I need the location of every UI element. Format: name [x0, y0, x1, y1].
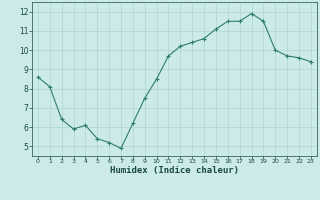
X-axis label: Humidex (Indice chaleur): Humidex (Indice chaleur) — [110, 166, 239, 175]
